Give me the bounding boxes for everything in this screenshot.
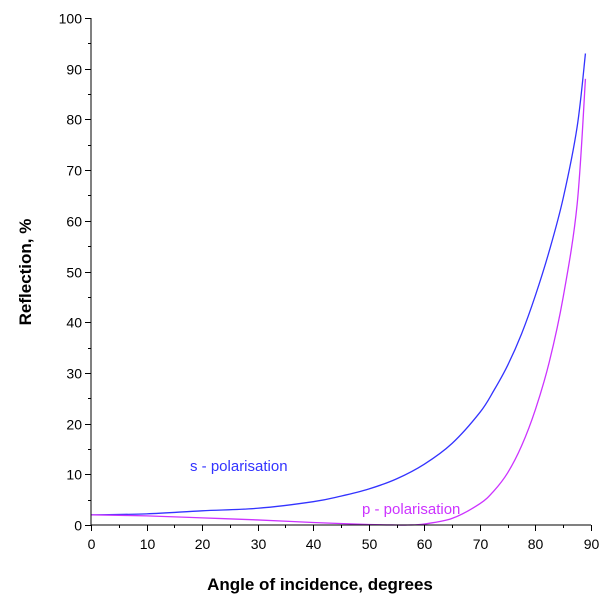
x-tick-label: 70	[473, 536, 489, 552]
y-tick-label: 20	[66, 417, 82, 433]
series-line-s-polarisation	[90, 53, 587, 516]
y-tick-label: 100	[59, 11, 83, 27]
x-tick-label: 20	[195, 536, 211, 552]
x-tick-label: 30	[251, 536, 267, 552]
axes: 0 10 20 30 40 50 60 70 80 90 100 0 10 20 30 40 50 60 70 80 9…	[59, 11, 600, 553]
x-tick-label: 60	[417, 536, 433, 552]
y-tick-label: 30	[66, 366, 82, 382]
y-tick-label: 70	[66, 163, 82, 179]
y-tick-label: 60	[66, 214, 82, 230]
y-tick-label: 40	[66, 315, 82, 331]
y-tick-label: 50	[66, 265, 82, 281]
y-tick-label: 80	[66, 112, 82, 128]
series-label-s-polarisation: s - polarisation	[190, 458, 288, 475]
x-tick-label: 50	[362, 536, 378, 552]
y-tick-label: 90	[66, 62, 82, 78]
series-line-p-polarisation	[90, 78, 587, 526]
x-tick-label: 90	[584, 536, 600, 552]
series-label-p-polarisation: p - polarisation	[362, 501, 460, 518]
x-tick-label: 80	[528, 536, 544, 552]
y-axis-title: Reflection, %	[16, 219, 35, 326]
x-axis-title: Angle of incidence, degrees	[207, 575, 433, 594]
y-tick-label: 10	[66, 467, 82, 483]
x-tick-label: 40	[306, 536, 322, 552]
y-tick-label: 0	[74, 518, 82, 534]
x-tick-label: 10	[140, 536, 156, 552]
labels: Angle of incidence, degrees Reflection, …	[16, 219, 460, 594]
x-tick-label: 0	[88, 536, 96, 552]
plot-lines	[90, 53, 587, 526]
